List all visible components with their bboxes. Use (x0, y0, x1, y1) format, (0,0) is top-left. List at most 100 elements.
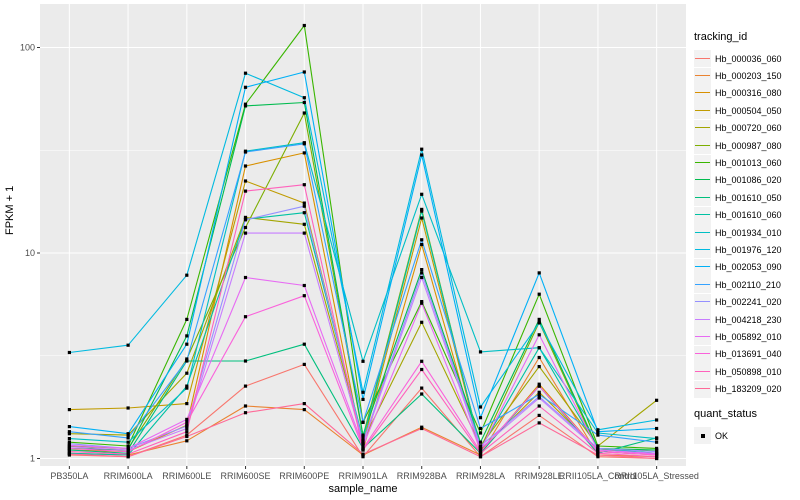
legend-line-swatch (695, 335, 710, 337)
data-point (302, 23, 306, 28)
data-point (596, 453, 600, 457)
data-point (302, 222, 306, 226)
legend-key-box (694, 50, 711, 68)
legend-key-box (694, 311, 711, 329)
data-point (302, 408, 306, 412)
data-point (537, 392, 541, 396)
legend-line-swatch (695, 248, 710, 250)
data-point (537, 390, 541, 394)
data-point (537, 321, 541, 325)
data-point (126, 444, 130, 448)
data-point (361, 452, 365, 456)
data-point (596, 433, 600, 437)
data-point (478, 451, 483, 455)
data-point (67, 437, 71, 441)
legend-label: Hb_000203_150 (715, 71, 782, 82)
data-point (655, 418, 659, 422)
legend-item: Hb_183209_020 (694, 380, 798, 398)
data-point (537, 292, 541, 296)
x-tick-label: RRIM901LA (338, 471, 387, 481)
data-point (185, 402, 189, 406)
legend-label: Hb_000316_080 (715, 88, 782, 99)
legend-key-box (694, 137, 711, 155)
data-point (420, 209, 424, 213)
data-point (537, 346, 541, 350)
legend-item: Hb_000036_060 (694, 50, 798, 68)
legend-item: Hb_050898_010 (694, 363, 798, 381)
data-point (243, 218, 248, 222)
legend-item: Hb_000504_050 (694, 102, 798, 120)
data-point (243, 215, 248, 219)
legend-label: Hb_000720_060 (715, 123, 782, 134)
legend-line-swatch (695, 162, 710, 164)
data-point (420, 367, 424, 372)
legend-key-box (694, 293, 711, 311)
data-point (420, 320, 424, 324)
data-point (596, 450, 600, 454)
data-point (302, 204, 306, 208)
data-point (361, 444, 365, 448)
data-point (126, 450, 130, 454)
legend-item: Hb_001086_020 (694, 171, 798, 189)
x-tick-label: RRIM928LE (515, 471, 564, 481)
data-point (302, 70, 306, 74)
data-point (243, 231, 248, 235)
legend-item: Hb_001013_060 (694, 154, 798, 172)
data-point (243, 71, 248, 75)
data-point (185, 334, 189, 338)
legend-tracking-items: Hb_000036_060 Hb_000203_150 Hb_000316_080 H… (694, 50, 798, 398)
data-point (420, 426, 424, 431)
legend-key-box (694, 171, 711, 189)
legend-key-box (694, 380, 711, 398)
legend-label: Hb_004218_230 (715, 314, 782, 325)
legend-label: Hb_001013_060 (715, 158, 782, 169)
data-point (185, 430, 189, 434)
legend-title-tracking-id: tracking_id (694, 31, 748, 43)
legend-key-box (694, 427, 711, 444)
legend-key-box (694, 363, 711, 381)
legend-label: Hb_002053_090 (715, 262, 782, 273)
data-point (596, 455, 600, 459)
data-point (243, 359, 248, 363)
x-axis-title: sample_name (328, 483, 397, 495)
data-point (185, 417, 189, 421)
data-point (537, 421, 541, 425)
data-point (361, 442, 365, 446)
data-point (126, 343, 130, 347)
data-point (185, 273, 189, 277)
y-tick-label: 1 (30, 454, 35, 464)
data-point (302, 231, 306, 235)
data-point (185, 371, 189, 375)
data-point (596, 444, 600, 448)
data-point (655, 437, 659, 441)
data-point (420, 275, 424, 280)
legend-item: Hb_002110_210 (694, 276, 798, 294)
x-tick-label: RRII105LA_Stressed (614, 471, 699, 481)
data-point (67, 450, 71, 454)
legend-item: Hb_004218_230 (694, 311, 798, 329)
data-point (243, 411, 248, 415)
data-point (243, 102, 248, 106)
legend-key-box (694, 84, 711, 102)
data-point (420, 271, 424, 275)
data-point (420, 207, 424, 211)
legend-line-swatch (695, 370, 710, 372)
legend-item: Hb_002241_020 (694, 293, 798, 311)
legend-label: Hb_000504_050 (715, 105, 782, 116)
data-point (478, 426, 483, 431)
data-point (243, 275, 248, 280)
legend-label: Hb_000036_060 (715, 53, 782, 64)
data-point (302, 294, 306, 298)
legend-key-box (694, 241, 711, 259)
data-point (185, 426, 189, 431)
data-point (420, 386, 424, 390)
legend: tracking_id Hb_000036_060 Hb_000203_150 Hb… (694, 31, 798, 444)
data-point (302, 201, 306, 205)
data-point (302, 211, 306, 215)
legend-key-box (694, 276, 711, 294)
data-point (185, 358, 189, 363)
x-tick-label: PB350LA (50, 471, 88, 481)
legend-key-box (694, 67, 711, 85)
legend-label: OK (715, 430, 729, 441)
legend-item: Hb_000203_150 (694, 67, 798, 85)
